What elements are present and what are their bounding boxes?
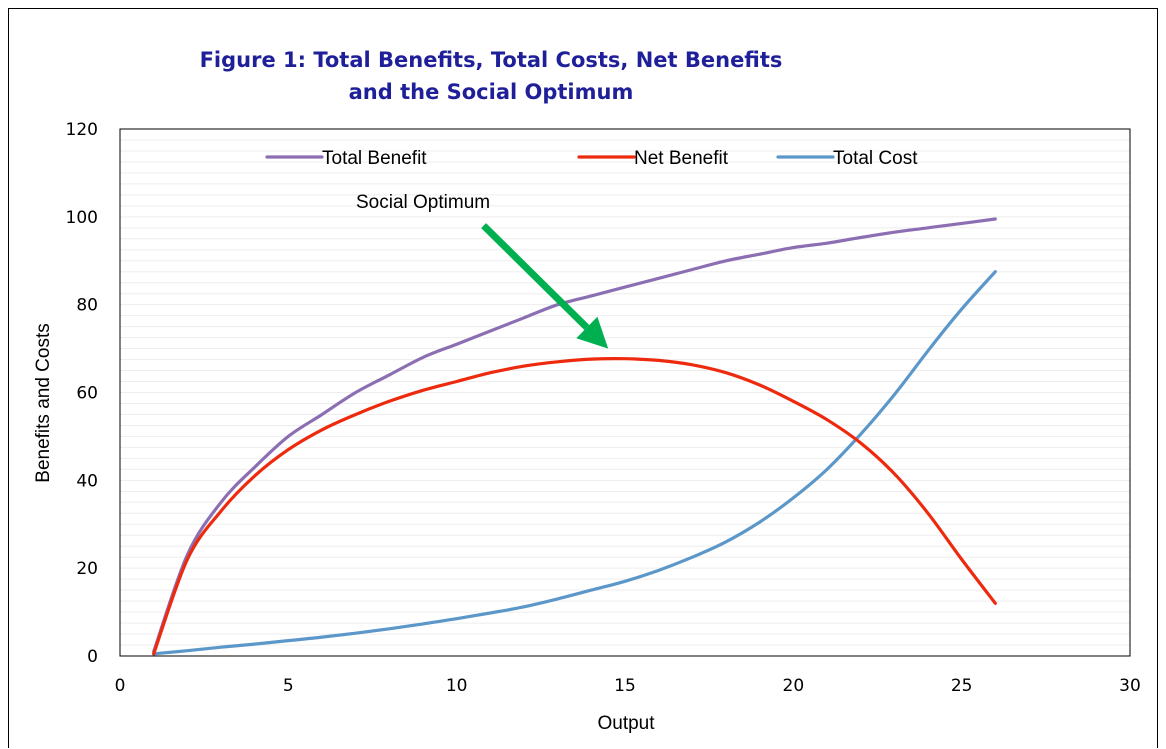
y-tick-label: 100 xyxy=(66,208,98,228)
grid xyxy=(120,139,1130,646)
x-tick-label: 20 xyxy=(783,676,805,696)
y-tick-label: 20 xyxy=(76,559,98,579)
series-lines xyxy=(152,217,997,656)
y-tick-label: 60 xyxy=(76,384,98,404)
y-tick-label: 40 xyxy=(76,471,98,491)
x-tick-label: 5 xyxy=(283,676,294,696)
plot-area-border xyxy=(119,128,1131,657)
y-axis-title: Benefits and Costs xyxy=(33,323,54,482)
y-tick-label: 120 xyxy=(66,120,98,140)
chart: Figure 1: Total Benefits, Total Costs, N… xyxy=(33,48,1141,734)
chart-title-line-1: Figure 1: Total Benefits, Total Costs, N… xyxy=(200,48,783,72)
x-tick-label: 0 xyxy=(115,676,126,696)
x-tick-label: 30 xyxy=(1119,676,1141,696)
x-tick-label: 10 xyxy=(446,676,468,696)
x-axis-title: Output xyxy=(597,713,655,734)
tick-labels: 0 5 10 15 20 25 30 0 20 40 60 80 100 120 xyxy=(66,120,1141,696)
series-line-net-benefit xyxy=(152,357,997,656)
annotation: Social Optimum xyxy=(356,192,609,349)
chart-title-line-2: and the Social Optimum xyxy=(349,80,634,104)
y-tick-label: 0 xyxy=(87,647,98,667)
series-line-total-benefit xyxy=(152,217,997,654)
chart-frame: Figure 1: Total Benefits, Total Costs, N… xyxy=(8,8,1158,748)
legend: Total Benefit Net Benefit Total Cost xyxy=(265,148,918,169)
legend-label-net-benefit: Net Benefit xyxy=(634,148,729,169)
legend-label-total-cost: Total Cost xyxy=(833,148,918,169)
y-tick-label: 80 xyxy=(76,296,98,316)
legend-label-total-benefit: Total Benefit xyxy=(322,148,427,169)
series-line-total-cost xyxy=(152,270,997,656)
annotation-label: Social Optimum xyxy=(356,192,490,213)
annotation-arrow-shaft xyxy=(481,223,590,330)
x-tick-label: 15 xyxy=(614,676,636,696)
axes xyxy=(119,128,1131,657)
annotation-arrow-head xyxy=(576,316,609,349)
x-tick-label: 25 xyxy=(951,676,973,696)
